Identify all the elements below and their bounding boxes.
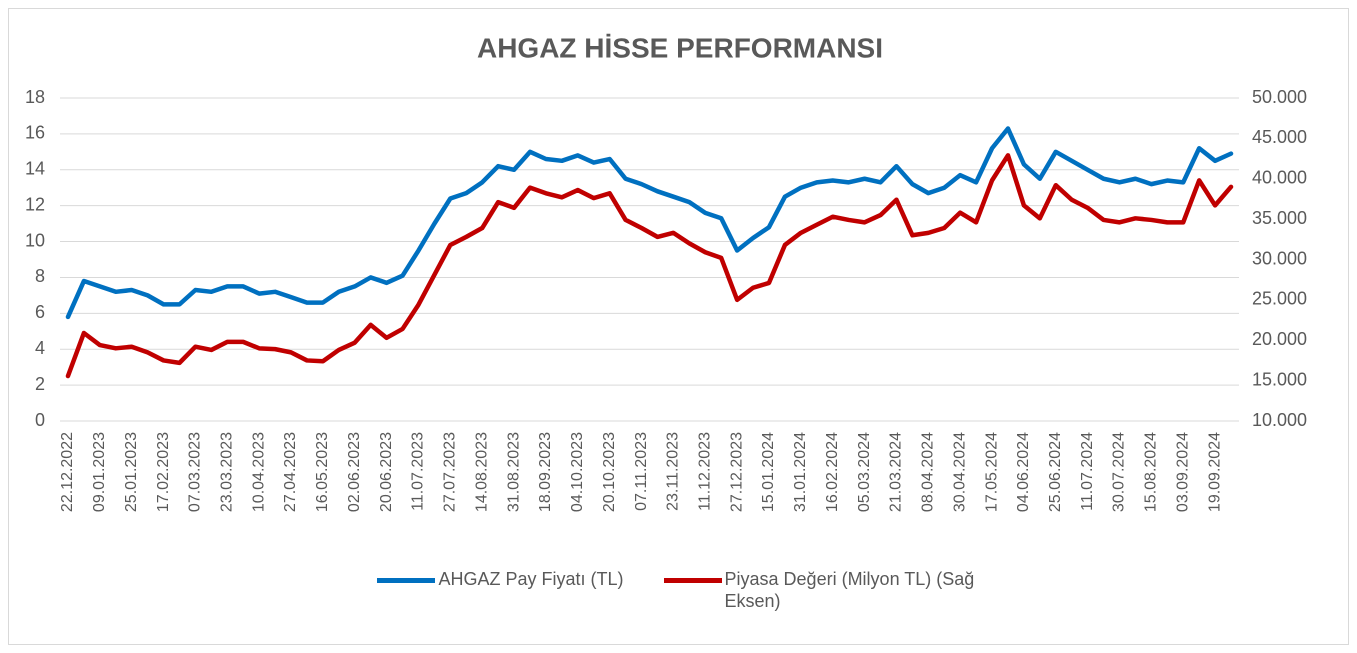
legend-item: AHGAZ Pay Fiyatı (TL)	[377, 568, 624, 612]
y-tick-label: 12	[25, 194, 45, 214]
x-tick-label: 11.07.2024	[1079, 432, 1096, 511]
x-tick-label: 31.01.2024	[792, 432, 809, 512]
x-tick-label: 20.06.2023	[378, 432, 395, 512]
y-tick-label: 16	[25, 123, 45, 143]
y2-tick-label: 25.000	[1252, 289, 1307, 309]
y2-tick-label: 45.000	[1252, 127, 1307, 147]
x-tick-label: 25.06.2024	[1047, 432, 1064, 512]
x-tick-label: 11.12.2023	[696, 432, 713, 511]
x-tick-label: 09.01.2023	[91, 432, 108, 512]
x-tick-label: 10.04.2023	[250, 432, 267, 512]
x-tick-label: 23.03.2023	[219, 432, 236, 512]
x-tick-label: 30.07.2024	[1111, 432, 1128, 512]
x-tick-label: 15.08.2024	[1143, 432, 1160, 512]
x-tick-label: 19.09.2024	[1206, 432, 1223, 512]
chart-title: AHGAZ HİSSE PERFORMANSI	[477, 32, 883, 63]
y2-tick-label: 30.000	[1252, 248, 1307, 268]
x-tick-label: 31.08.2023	[505, 432, 522, 512]
legend-label: AHGAZ Pay Fiyatı (TL)	[438, 569, 624, 589]
legend-item: Piyasa Değeri (Milyon TL) (Sağ Eksen)	[663, 568, 980, 612]
x-tick-label: 22.12.2022	[59, 432, 76, 512]
y-tick-label: 18	[25, 87, 45, 107]
y-tick-label: 14	[25, 159, 45, 179]
x-tick-label: 27.04.2023	[282, 432, 299, 512]
x-tick-label: 20.10.2023	[601, 432, 618, 512]
y-tick-label: 10	[25, 230, 45, 250]
y2-tick-label: 10.000	[1252, 410, 1307, 430]
legend-label: Piyasa Değeri (Milyon TL) (Sağ Eksen)	[724, 569, 975, 611]
x-tick-label: 17.05.2024	[983, 432, 1000, 512]
y-tick-label: 8	[35, 266, 45, 286]
legend: AHGAZ Pay Fiyatı (TL) Piyasa Değeri (Mily…	[0, 568, 1357, 612]
y2-tick-label: 50.000	[1252, 87, 1307, 107]
x-tick-label: 15.01.2024	[760, 432, 777, 512]
y2-tick-label: 15.000	[1252, 369, 1307, 389]
x-tick-label: 17.02.2023	[155, 432, 172, 512]
series-line	[65, 153, 1234, 379]
y-tick-label: 0	[35, 410, 45, 430]
x-tick-label: 23.11.2023	[665, 432, 682, 511]
x-tick-label: 18.09.2023	[537, 432, 554, 512]
x-tick-label: 04.10.2023	[569, 432, 586, 512]
x-tick-label: 16.02.2024	[824, 432, 841, 512]
x-tick-label: 11.07.2023	[410, 432, 427, 511]
x-tick-label: 07.11.2023	[633, 432, 650, 511]
x-tick-label: 16.05.2023	[314, 432, 331, 512]
x-tick-label: 07.03.2023	[187, 432, 204, 512]
x-tick-label: 27.07.2023	[442, 432, 459, 512]
x-tick-label: 03.09.2024	[1174, 432, 1191, 512]
y2-tick-label: 20.000	[1252, 329, 1307, 349]
x-tick-label: 08.04.2024	[920, 432, 937, 512]
y2-tick-label: 35.000	[1252, 208, 1307, 228]
y-tick-label: 4	[35, 338, 45, 358]
legend-swatch	[377, 578, 436, 583]
x-tick-label: 27.12.2023	[728, 432, 745, 512]
chart-border	[8, 8, 1349, 645]
x-tick-label: 14.08.2023	[473, 432, 490, 512]
legend-swatch	[663, 578, 722, 583]
x-tick-label: 30.04.2024	[951, 432, 968, 512]
y2-tick-label: 40.000	[1252, 168, 1307, 188]
x-tick-label: 21.03.2024	[888, 432, 905, 512]
series-line	[65, 126, 1234, 320]
x-tick-label: 02.06.2023	[346, 432, 363, 512]
x-tick-label: 05.03.2024	[856, 432, 873, 512]
y-tick-label: 2	[35, 374, 45, 394]
y-tick-label: 6	[35, 302, 45, 322]
x-tick-label: 25.01.2023	[123, 432, 140, 512]
x-tick-label: 04.06.2024	[1015, 432, 1032, 512]
